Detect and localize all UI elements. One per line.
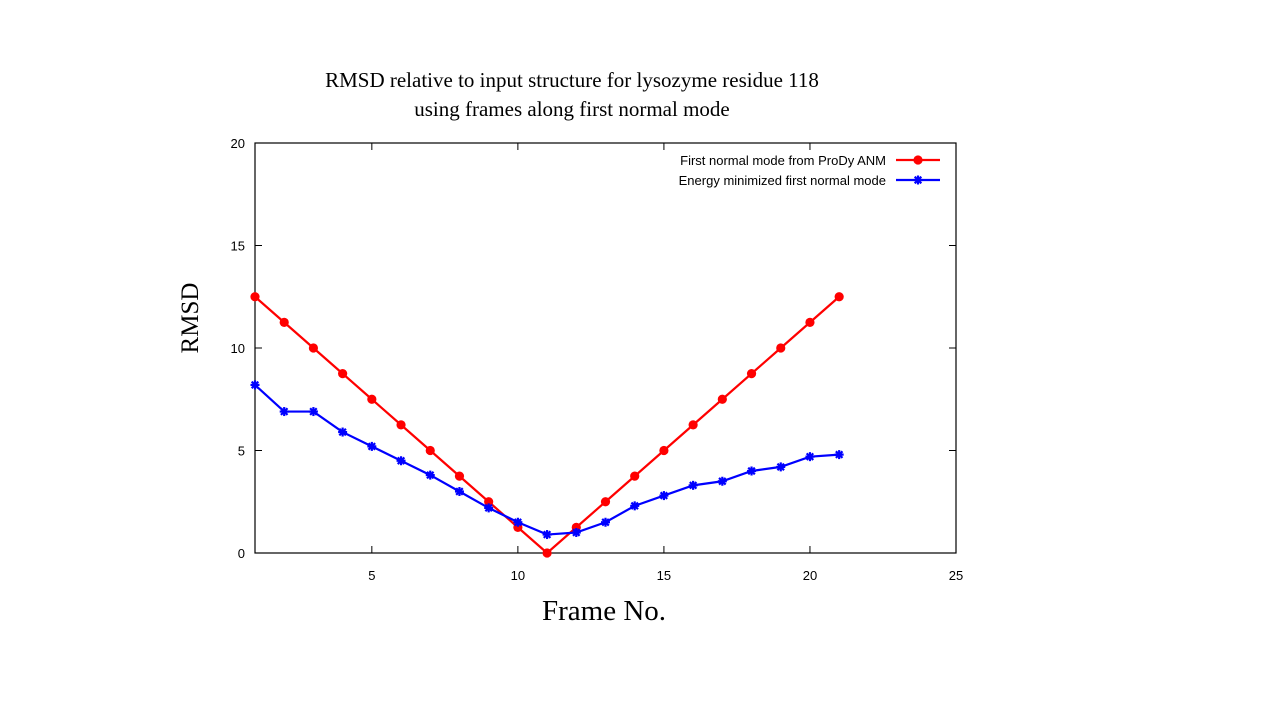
data-point-marker xyxy=(396,456,406,466)
data-point-marker xyxy=(279,317,289,327)
x-tick-label: 5 xyxy=(368,568,375,583)
legend-label: First normal mode from ProDy ANM xyxy=(680,153,886,168)
data-point-marker xyxy=(630,501,640,511)
chart-title: RMSD relative to input structure for lys… xyxy=(272,66,872,124)
chart-title-line-2: using frames along first normal mode xyxy=(414,97,730,121)
data-point-marker xyxy=(834,450,844,460)
data-point-marker xyxy=(630,471,640,481)
data-point-marker xyxy=(747,466,757,476)
data-point-marker xyxy=(250,380,260,390)
data-point-marker xyxy=(600,497,611,507)
data-point-marker xyxy=(338,369,348,379)
data-point-marker xyxy=(484,503,494,513)
legend: First normal mode from ProDy ANM Energy m… xyxy=(679,153,940,188)
data-point-marker xyxy=(396,420,406,430)
x-tick-label: 25 xyxy=(949,568,963,583)
data-point-marker xyxy=(308,343,319,353)
y-axis-label: RMSD xyxy=(177,282,204,354)
data-point-marker xyxy=(454,487,464,496)
series-line xyxy=(254,295,840,555)
series-2 xyxy=(250,380,844,540)
legend-label: Energy minimized first normal mode xyxy=(679,173,886,188)
data-point-marker xyxy=(688,480,698,490)
y-tick-label: 10 xyxy=(231,341,245,356)
y-tick-label: 15 xyxy=(231,239,245,254)
data-point-marker xyxy=(688,420,698,430)
data-point-marker xyxy=(805,317,815,327)
y-tick-label: 0 xyxy=(238,546,245,561)
data-point-marker xyxy=(834,292,844,302)
x-axis-label: Frame No. xyxy=(541,595,667,627)
data-point-marker xyxy=(717,476,727,486)
data-point-marker xyxy=(913,175,923,185)
data-point-marker xyxy=(717,394,727,404)
data-point-marker xyxy=(601,517,610,527)
y-tick-label: 5 xyxy=(238,444,245,459)
x-tick-label: 10 xyxy=(511,568,525,583)
x-tick-label: 20 xyxy=(803,568,817,583)
data-point-marker xyxy=(913,155,923,165)
data-point-marker xyxy=(571,528,581,537)
data-point-marker xyxy=(367,441,377,451)
data-point-marker xyxy=(746,369,757,379)
y-tick-label: 20 xyxy=(231,136,245,151)
data-point-marker xyxy=(425,445,435,456)
data-point-marker xyxy=(338,427,348,437)
data-point-marker xyxy=(542,548,552,558)
data-point-marker xyxy=(308,407,318,417)
series-1 xyxy=(250,292,844,558)
data-point-marker xyxy=(659,445,669,456)
data-point-marker xyxy=(659,491,669,501)
data-point-marker xyxy=(513,517,523,527)
axes: 0 5 10 15 20 5 10 15 20 25 xyxy=(231,136,964,583)
data-point-marker xyxy=(542,530,552,540)
data-point-marker xyxy=(805,452,815,462)
data-point-marker xyxy=(250,292,260,302)
plot-frame xyxy=(254,142,957,554)
x-tick-label: 15 xyxy=(657,568,671,583)
data-point-marker xyxy=(776,462,786,472)
data-point-marker xyxy=(776,343,786,353)
series-line xyxy=(254,384,840,536)
data-point-marker xyxy=(367,394,377,404)
series-layer xyxy=(250,292,844,558)
chart-title-line-1: RMSD relative to input structure for lys… xyxy=(325,68,819,92)
data-point-marker xyxy=(279,407,289,417)
data-point-marker xyxy=(454,471,465,481)
data-point-marker xyxy=(425,470,435,480)
